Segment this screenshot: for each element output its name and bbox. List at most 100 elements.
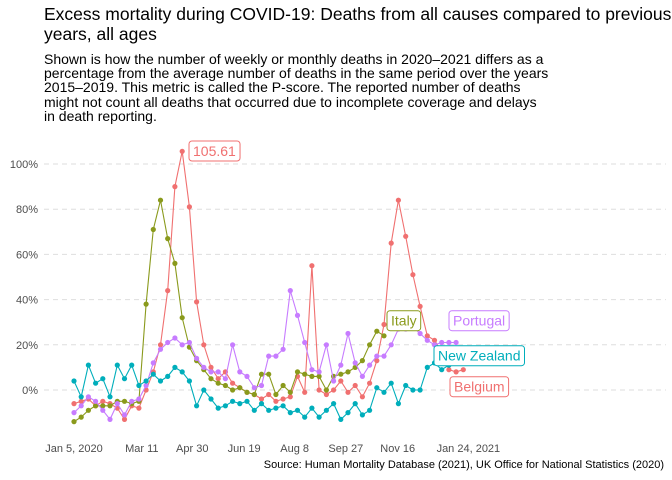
- y-tick-label: 0%: [22, 385, 38, 397]
- data-point-belgium: [215, 376, 221, 382]
- data-point-portugal: [85, 394, 91, 400]
- chart-caption: Source: Human Mortality Database (2021),…: [263, 459, 664, 471]
- label-belgium: [449, 376, 510, 398]
- data-point-portugal: [136, 396, 142, 402]
- data-point-new-zealand: [194, 403, 200, 409]
- x-tick-label: Sep 27: [328, 443, 363, 455]
- series-line-italy: [73, 200, 385, 423]
- data-point-portugal: [424, 337, 430, 343]
- data-point-belgium: [381, 321, 387, 328]
- data-point-italy: [359, 358, 365, 364]
- data-point-portugal: [215, 369, 221, 375]
- data-point-belgium: [201, 342, 207, 348]
- data-point-belgium: [100, 398, 106, 404]
- data-point-new-zealand: [107, 394, 113, 400]
- subtitle-line-3: 2015–2019. This metric is called the P-s…: [44, 79, 521, 96]
- data-point-portugal: [244, 373, 250, 379]
- data-point-new-zealand: [309, 405, 315, 411]
- data-point-new-zealand: [215, 405, 221, 411]
- data-point-new-zealand: [71, 378, 77, 384]
- data-point-italy: [208, 376, 214, 382]
- data-point-italy: [78, 414, 84, 420]
- data-point-italy: [150, 226, 156, 233]
- data-point-portugal: [331, 378, 337, 384]
- x-tick-label: Jan 24, 2021: [437, 443, 501, 455]
- data-point-portugal: [352, 360, 358, 366]
- data-point-new-zealand: [230, 398, 236, 404]
- data-point-portugal: [100, 407, 106, 413]
- data-point-italy: [338, 371, 344, 377]
- data-point-belgium: [258, 396, 265, 402]
- data-point-belgium: [266, 391, 272, 398]
- data-point-portugal: [78, 403, 84, 409]
- data-point-italy: [251, 391, 257, 398]
- data-point-portugal: [121, 412, 128, 418]
- data-point-italy: [294, 369, 301, 375]
- data-point-portugal: [287, 288, 293, 294]
- data-point-new-zealand: [93, 380, 99, 386]
- data-point-italy: [244, 389, 250, 395]
- data-point-belgium: [374, 358, 380, 364]
- data-point-belgium: [280, 396, 286, 402]
- data-point-portugal: [374, 353, 380, 359]
- data-point-new-zealand: [287, 410, 293, 416]
- data-point-new-zealand: [374, 385, 380, 391]
- data-point-belgium: [431, 337, 438, 343]
- data-point-new-zealand: [294, 407, 301, 413]
- y-tick-label: 80%: [16, 204, 38, 216]
- data-point-italy: [266, 371, 272, 377]
- data-point-portugal: [150, 360, 156, 366]
- data-point-italy: [287, 389, 293, 395]
- data-point-belgium: [179, 148, 185, 154]
- data-point-portugal: [280, 346, 286, 352]
- peak-value-label: [188, 140, 241, 162]
- data-point-new-zealand: [331, 401, 337, 407]
- data-point-italy: [309, 373, 315, 379]
- data-point-new-zealand: [244, 398, 250, 404]
- data-point-italy: [100, 403, 106, 409]
- data-point-portugal: [71, 410, 77, 416]
- data-point-belgium: [172, 184, 178, 190]
- data-point-portugal: [194, 355, 200, 361]
- data-point-new-zealand: [403, 382, 409, 389]
- series-line-new-zealand: [73, 362, 450, 421]
- label-new-zealand: [433, 345, 525, 367]
- data-point-new-zealand: [100, 376, 106, 382]
- data-point-portugal: [367, 362, 373, 368]
- data-point-italy: [71, 419, 77, 425]
- data-point-belgium: [194, 299, 200, 305]
- data-point-portugal: [230, 342, 236, 348]
- label-italy-text: Italy: [391, 313, 417, 329]
- data-point-belgium: [230, 380, 236, 386]
- data-point-new-zealand: [258, 401, 265, 407]
- data-point-new-zealand: [114, 362, 120, 368]
- data-point-italy: [374, 328, 380, 334]
- data-point-new-zealand: [222, 403, 228, 409]
- data-point-new-zealand: [251, 407, 257, 413]
- data-point-italy: [316, 373, 322, 379]
- data-point-portugal: [446, 339, 452, 346]
- data-point-portugal: [345, 330, 351, 337]
- peak-value-label-text: 105.61: [193, 143, 236, 159]
- data-point-portugal: [258, 382, 265, 389]
- data-point-italy: [172, 260, 178, 266]
- data-point-portugal: [172, 335, 178, 341]
- series-line-belgium: [73, 151, 464, 421]
- data-point-portugal: [381, 353, 387, 359]
- data-point-italy: [143, 301, 149, 307]
- data-point-portugal: [251, 385, 257, 391]
- data-point-portugal: [93, 398, 99, 404]
- label-belgium-text: Belgium: [454, 379, 505, 395]
- data-point-portugal: [222, 376, 228, 382]
- data-point-new-zealand: [172, 364, 178, 370]
- data-point-belgium: [352, 382, 358, 389]
- data-point-portugal: [316, 369, 322, 375]
- data-point-belgium: [121, 416, 128, 422]
- data-point-belgium: [403, 233, 409, 239]
- data-point-new-zealand: [121, 376, 128, 382]
- data-point-new-zealand: [165, 373, 171, 379]
- data-point-portugal: [273, 353, 279, 359]
- data-point-new-zealand: [186, 378, 192, 384]
- y-tick-label: 20%: [16, 340, 38, 352]
